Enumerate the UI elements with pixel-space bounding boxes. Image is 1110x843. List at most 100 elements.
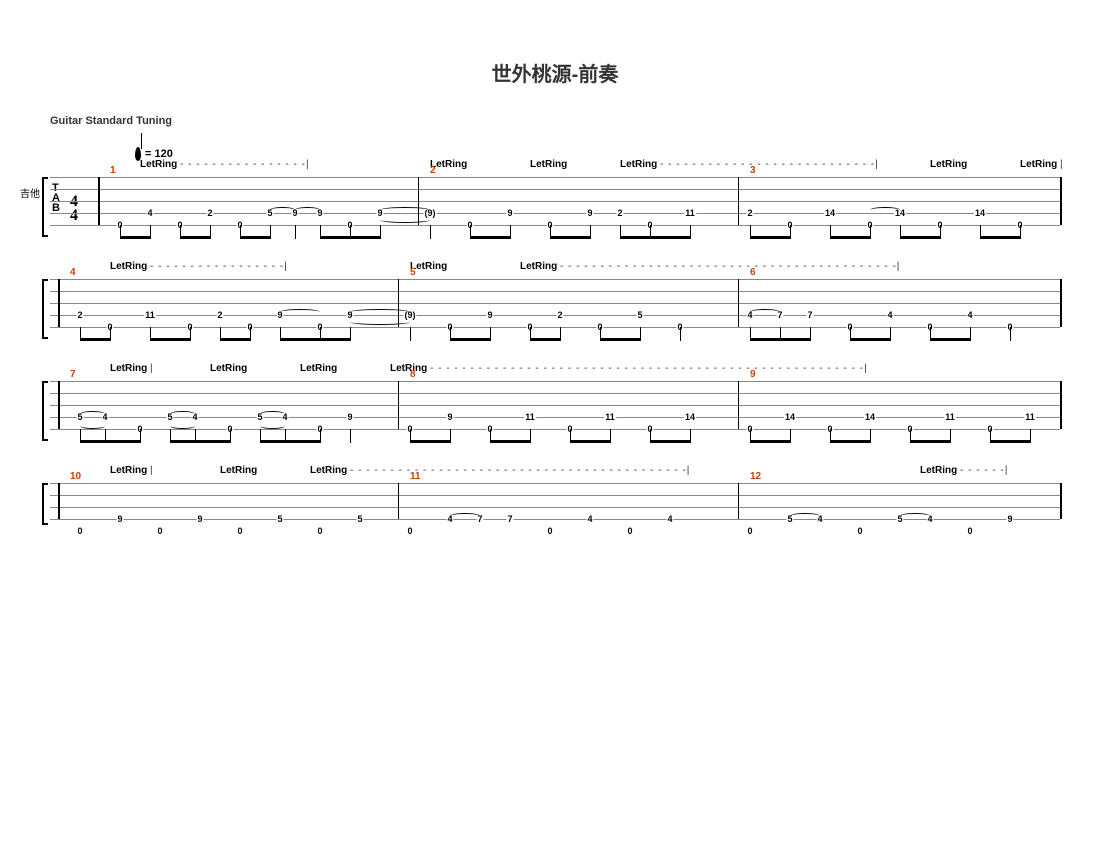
fret-number: 9 [346, 413, 353, 422]
fret-number: 7 [806, 311, 813, 320]
fret-number: 9 [586, 209, 593, 218]
beam [990, 440, 1030, 443]
beam [910, 440, 950, 443]
note-stem [320, 429, 321, 443]
beam [240, 236, 270, 239]
note-stem [410, 327, 411, 341]
note-stem [790, 429, 791, 443]
beam [750, 338, 810, 341]
note-stem [940, 225, 941, 239]
note-stem [270, 225, 271, 239]
fret-number: 0 [76, 527, 83, 536]
measure-number: 8 [410, 369, 416, 380]
fret-number: 9 [486, 311, 493, 320]
tab-system: LetRing - - - - - - - - - - - - - - - - … [50, 279, 1060, 339]
tie-arc [80, 411, 105, 417]
beam [470, 236, 510, 239]
measure-number: 1 [110, 165, 116, 176]
tuning-label: Guitar Standard Tuning [50, 115, 1060, 127]
beam [830, 236, 870, 239]
beam [550, 236, 590, 239]
beam [150, 338, 190, 341]
fret-number: 2 [616, 209, 623, 218]
tie-arc [170, 411, 195, 417]
tie-arc [350, 309, 410, 315]
fret-number: 11 [144, 311, 156, 320]
letring-marking: LetRing | [110, 363, 154, 374]
letring-marking: LetRing | [110, 465, 154, 476]
beam [650, 440, 690, 443]
beam [80, 440, 140, 443]
tab-system: LetRing |LetRing LetRing - - - - - - - -… [50, 483, 1060, 525]
beam [180, 236, 210, 239]
beam [120, 236, 150, 239]
letring-row: LetRing - - - - - - - - - - - - - - - - … [50, 261, 1060, 275]
fret-number: 11 [1024, 413, 1036, 422]
note-stem [690, 429, 691, 443]
beam [80, 338, 110, 341]
note-stem [110, 327, 111, 341]
fret-number: 9 [506, 209, 513, 218]
letring-marking: LetRing [210, 363, 247, 374]
tie-arc [280, 309, 320, 315]
measure-number: 11 [410, 471, 421, 482]
beam [620, 236, 650, 239]
letring-marking: LetRing [300, 363, 337, 374]
note-stem [950, 429, 951, 443]
beam [750, 440, 790, 443]
tie-arc [170, 423, 195, 429]
fret-number: 5 [276, 515, 283, 524]
note-stem [680, 327, 681, 341]
fret-number: 11 [604, 413, 616, 422]
system-bracket [42, 177, 48, 237]
note-stem [610, 429, 611, 443]
note-stem [350, 327, 351, 341]
barline [1060, 381, 1062, 429]
beam [600, 338, 640, 341]
note-stem [430, 225, 431, 239]
note-stem [1030, 429, 1031, 443]
beam [280, 338, 350, 341]
tie-arc [80, 423, 105, 429]
system-bracket [42, 279, 48, 339]
fret-number: 11 [524, 413, 536, 422]
fret-number: 11 [944, 413, 956, 422]
fret-number: 2 [76, 311, 83, 320]
beam [980, 236, 1020, 239]
fret-number: 0 [406, 527, 413, 536]
beam [410, 440, 450, 443]
barline [1060, 279, 1062, 327]
note-stem [150, 225, 151, 239]
measure-number: 7 [70, 369, 76, 380]
fret-number: 14 [684, 413, 696, 422]
note-stem [890, 327, 891, 341]
beam [830, 440, 870, 443]
beam [650, 236, 690, 239]
tie-arc [260, 423, 285, 429]
tie-arc [380, 207, 430, 213]
fret-number: 2 [206, 209, 213, 218]
tie-arc [870, 207, 900, 213]
letring-row: LetRing |LetRing LetRing - - - - - - - -… [50, 465, 1060, 479]
fret-number: 2 [216, 311, 223, 320]
tie-arc [790, 513, 820, 519]
letring-marking: LetRing [930, 159, 967, 170]
tie-arc [260, 411, 285, 417]
letring-marking: LetRing - - - - - - - - - - - - - - - - … [520, 261, 900, 272]
tab-system: = 120LetRing - - - - - - - - - - - - - -… [50, 177, 1060, 237]
fret-number: 0 [966, 527, 973, 536]
barline [1060, 177, 1062, 225]
letring-marking: LetRing - - - - - - - - - - - - - - - -| [140, 159, 310, 170]
fret-number: 14 [824, 209, 836, 218]
letring-marking: LetRing | [1020, 159, 1064, 170]
tab-system: LetRing |LetRing LetRing LetRing - - - -… [50, 381, 1060, 441]
note-stem [1020, 225, 1021, 239]
letring-row: LetRing |LetRing LetRing LetRing - - - -… [50, 363, 1060, 377]
tie-arc [750, 309, 780, 315]
note-stem [210, 225, 211, 239]
note-stem [190, 327, 191, 341]
system-bracket [42, 483, 48, 525]
tie-arc [450, 513, 480, 519]
fret-number: 0 [156, 527, 163, 536]
fret-number: 5 [636, 311, 643, 320]
